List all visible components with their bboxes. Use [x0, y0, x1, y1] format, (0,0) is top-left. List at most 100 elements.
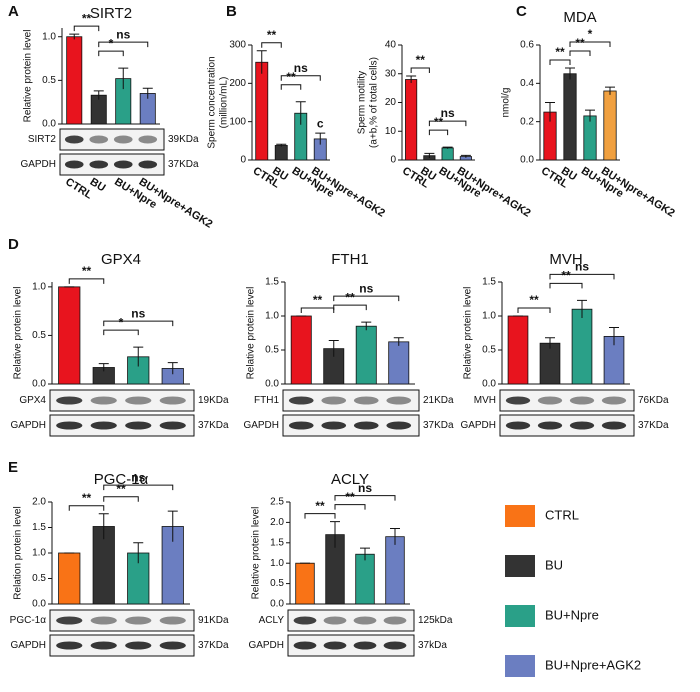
y-tick-label: 40	[385, 40, 397, 51]
blot-protein: GAPDH	[460, 420, 496, 431]
error-bar	[167, 510, 178, 542]
y-tick-label: 0.2	[520, 116, 534, 127]
chart-title: FTH1	[331, 251, 369, 268]
y-tick-label: 2.0	[32, 497, 46, 508]
significance-bracket	[300, 307, 335, 313]
significance-bracket	[98, 41, 149, 48]
error-bar	[167, 362, 178, 375]
blot-frame	[59, 128, 165, 151]
blot-size: 37KDa	[638, 420, 669, 431]
error-bar	[256, 50, 267, 74]
annotation: ns	[575, 260, 589, 274]
chart-title: PGC-1α	[94, 471, 149, 488]
blot-band	[386, 421, 412, 430]
y-tick-label: 200	[229, 78, 246, 89]
blot-band	[125, 396, 152, 405]
blot-size: 39KDa	[168, 134, 199, 145]
error-bar	[545, 337, 555, 349]
y-tick-label: 0	[390, 155, 396, 166]
y-tick-label: 0.4	[520, 78, 534, 89]
blot-band	[601, 421, 627, 430]
legend-swatch	[505, 505, 535, 527]
y-tick-label: 1.0	[42, 31, 56, 42]
significance-bracket	[334, 495, 396, 501]
blot-frame	[49, 414, 195, 437]
significance-bracket	[334, 504, 366, 510]
chart-title: SIRT2	[90, 5, 132, 22]
blot-protein: PGC-1α	[10, 615, 47, 626]
annotation: **	[529, 293, 539, 307]
legend-label: BU	[545, 557, 563, 572]
significance-bracket	[68, 278, 105, 284]
error-bar	[545, 102, 555, 122]
bar	[563, 73, 577, 161]
bar	[66, 36, 83, 125]
blot-protein: GAPDH	[10, 420, 46, 431]
annotation: ns	[131, 306, 145, 320]
blot-band	[505, 421, 531, 430]
blot-band	[601, 396, 627, 405]
annotation: ns	[131, 470, 145, 484]
blot-protein: GAPDH	[248, 640, 284, 651]
error-bar	[98, 363, 109, 372]
blot-size: 19KDa	[198, 395, 229, 406]
bar	[355, 325, 377, 385]
y-tick-label: 30	[385, 68, 397, 79]
blot-band	[293, 616, 317, 625]
legend-swatch	[505, 655, 535, 677]
annotation: *	[588, 27, 593, 41]
y-tick-label: 300	[229, 40, 246, 51]
blot-frame	[282, 414, 420, 437]
chart-title: MDA	[563, 9, 596, 26]
error-bar	[295, 101, 306, 125]
error-bar	[330, 521, 340, 548]
blot-band	[90, 396, 117, 405]
bar	[385, 536, 405, 605]
blot-protein: GAPDH	[243, 420, 279, 431]
chart-title: ACLY	[331, 471, 369, 488]
blot-band	[353, 421, 379, 430]
blot-band	[159, 616, 186, 625]
blot-band	[321, 421, 347, 430]
bar	[290, 315, 312, 385]
blot-band	[323, 641, 347, 650]
significance-bracket	[280, 84, 302, 90]
bar	[274, 145, 288, 161]
blot-size: 37KDa	[198, 420, 229, 431]
y-tick-label: 1.0	[32, 281, 46, 292]
y-tick-label: 1.5	[32, 522, 46, 533]
blot-band	[113, 135, 133, 144]
bar	[603, 90, 617, 161]
annotation: c	[317, 116, 324, 130]
annotation: **	[561, 269, 571, 283]
y-axis-label: Sperm motility	[357, 71, 368, 134]
blot-band	[159, 641, 186, 650]
blot-band	[353, 641, 377, 650]
error-bar	[565, 67, 575, 80]
blot-frame	[282, 389, 420, 412]
blot-band	[288, 421, 314, 430]
blot-band	[90, 421, 117, 430]
chart-title: GPX4	[101, 251, 141, 268]
blot-band	[537, 396, 563, 405]
blot-frame	[49, 389, 195, 412]
error-bar	[585, 109, 595, 122]
error-bar	[609, 327, 619, 346]
annotation: **	[313, 293, 323, 307]
blot-frame	[287, 609, 415, 632]
significance-bracket	[410, 67, 430, 74]
blot-band	[56, 421, 83, 430]
y-tick-label: 1.5	[482, 277, 496, 288]
significance-bracket	[549, 282, 583, 289]
annotation: **	[82, 11, 92, 25]
blot-protein: MVH	[474, 395, 496, 406]
y-tick-label: 20	[385, 97, 397, 108]
blot-band	[353, 616, 377, 625]
bar	[295, 562, 315, 605]
significance-bracket	[304, 513, 336, 519]
bar	[539, 342, 561, 385]
blot-band	[64, 135, 84, 144]
y-tick-label: 0	[240, 155, 246, 166]
significance-bracket	[549, 273, 615, 280]
blot-size: 76KDa	[638, 395, 669, 406]
